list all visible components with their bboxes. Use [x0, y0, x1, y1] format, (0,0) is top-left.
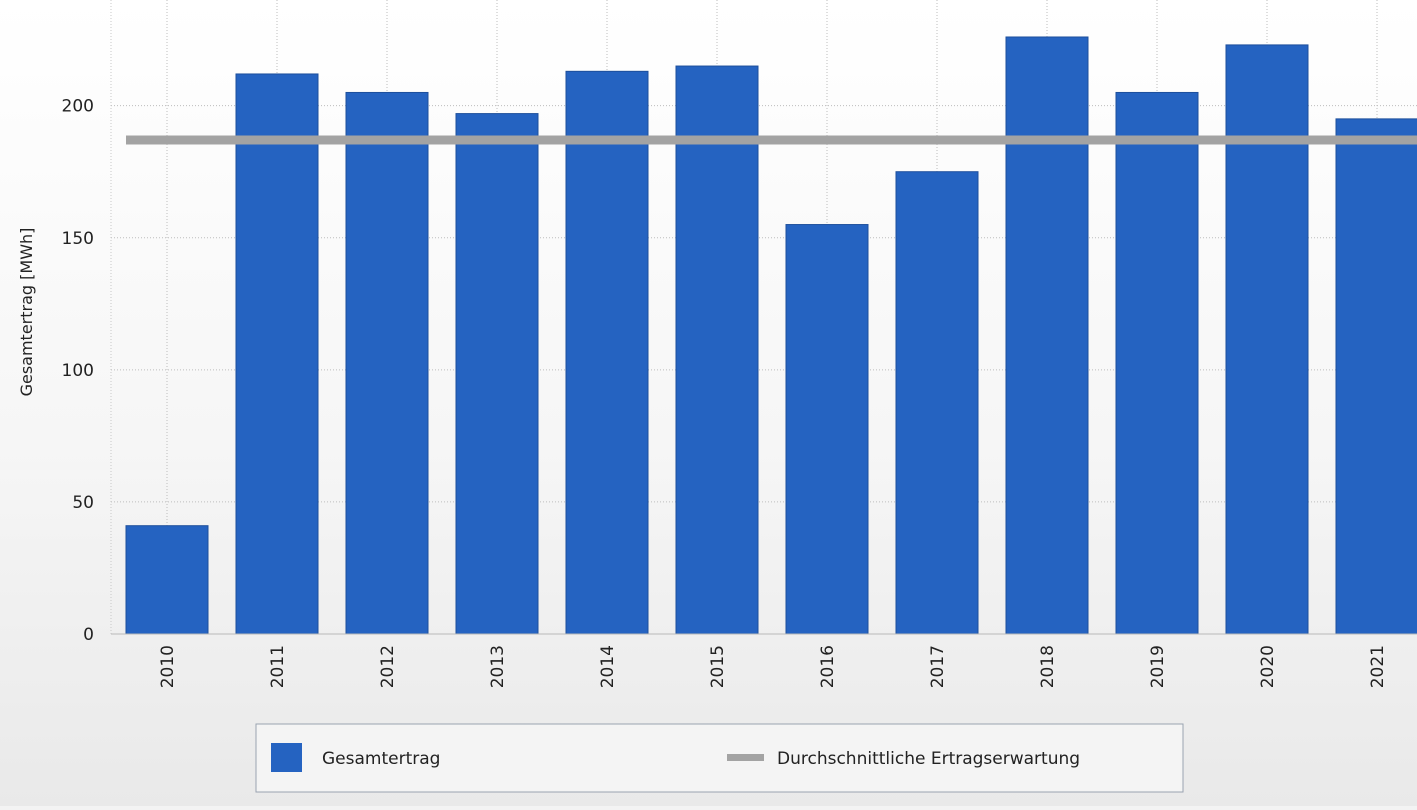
x-tick-label: 2019 — [1148, 645, 1168, 688]
bar-2021 — [1335, 118, 1417, 635]
y-tick-label: 50 — [72, 493, 94, 513]
x-tick-label: 2020 — [1258, 645, 1278, 688]
x-axis-ticks: 2010 2011 2012 2013 2014 2015 2016 2017 2018 2019… — [158, 645, 1388, 688]
x-tick-label: 2013 — [488, 645, 508, 688]
x-tick-label: 2018 — [1038, 645, 1058, 688]
legend-label-gesamtertrag: Gesamtertrag — [322, 749, 440, 769]
legend-frame — [255, 723, 1184, 793]
bar-2014 — [565, 70, 649, 635]
bar-2017 — [895, 171, 979, 635]
bar-2019 — [1115, 91, 1199, 635]
bar-2015 — [675, 65, 759, 635]
y-axis-title: Gesamtertrag [MWh] — [17, 228, 36, 397]
x-tick-label: 2012 — [378, 645, 398, 688]
bar-2018 — [1005, 36, 1089, 635]
bar-2011 — [235, 73, 319, 635]
bar-2020 — [1225, 44, 1309, 635]
x-tick-label: 2014 — [598, 645, 618, 688]
bar-2012 — [345, 91, 429, 635]
x-tick-label: 2015 — [708, 645, 728, 688]
bar-2010 — [125, 525, 209, 635]
x-tick-label: 2017 — [928, 645, 948, 688]
legend: Gesamtertrag Durchschnittliche Ertragser… — [255, 723, 1184, 793]
x-tick-label: 2021 — [1368, 645, 1388, 688]
x-tick-label: 2011 — [268, 645, 288, 688]
bar-series — [125, 36, 1417, 635]
legend-label-durchschnittliche-ertragserwartung: Durchschnittliche Ertragserwartung — [777, 749, 1080, 769]
legend-swatch-durchschnittliche-ertragserwartung — [727, 754, 764, 761]
x-tick-label: 2016 — [818, 645, 838, 688]
legend-swatch-gesamtertrag — [271, 743, 302, 772]
y-tick-label: 0 — [83, 625, 94, 645]
x-tick-label: 2010 — [158, 645, 178, 688]
y-tick-label: 100 — [62, 361, 94, 381]
y-tick-label: 200 — [62, 97, 94, 117]
bar-2016 — [785, 224, 869, 635]
bar-2013 — [455, 113, 539, 635]
y-axis-ticks: 0 50 100 150 200 — [62, 97, 94, 645]
y-tick-label: 150 — [62, 229, 94, 249]
